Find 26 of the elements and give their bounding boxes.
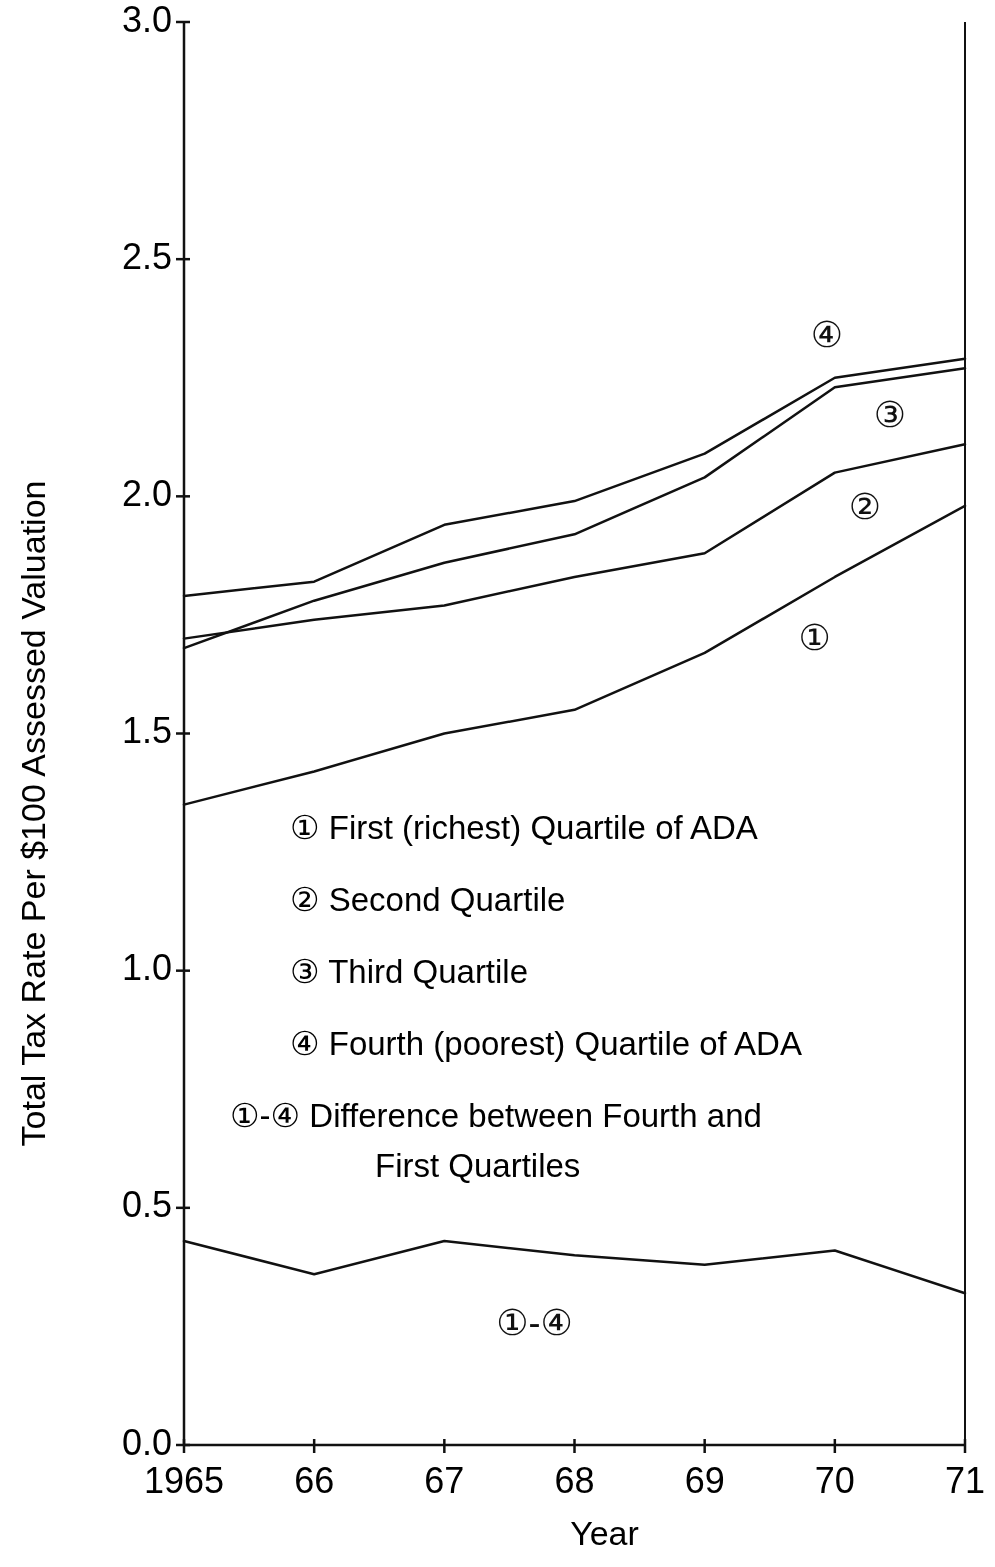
series-label: ④ [810, 314, 843, 356]
annotation: ① First (richest) Quartile of ADA [290, 808, 758, 846]
y-tick-label: 0.5 [121, 1184, 172, 1226]
annotation: ③ Third Quartile [290, 952, 529, 990]
y-tick-label: 3.0 [121, 0, 172, 40]
x-tick-label: 69 [684, 1460, 725, 1501]
x-axis-title: Year [570, 1514, 639, 1552]
y-tick-label: 0.0 [121, 1421, 172, 1463]
annotation: ② Second Quartile [290, 880, 566, 918]
x-tick-label: 66 [294, 1460, 335, 1501]
series-label: ① [798, 617, 831, 659]
y-tick-label: 1.0 [121, 947, 172, 989]
y-axis-title: Total Tax Rate Per $100 Assessed Valuation [14, 480, 52, 1147]
y-tick-label: 2.5 [121, 235, 172, 277]
series-label: ③ [873, 393, 906, 435]
series-label: ② [848, 486, 881, 528]
y-tick-label: 1.5 [121, 710, 172, 752]
x-tick-label: 67 [424, 1460, 465, 1501]
annotation: ④ Fourth (poorest) Quartile of ADA [290, 1024, 802, 1062]
x-tick-label: 68 [554, 1460, 595, 1501]
series-label: ①-④ [496, 1301, 573, 1343]
annotation: ①-④ Difference between Fourth and First Quartiles [230, 1096, 762, 1184]
x-tick-label: 71 [944, 1460, 986, 1501]
y-tick-label: 2.0 [121, 472, 172, 514]
x-tick-label: 70 [814, 1460, 855, 1501]
x-tick-label: 1965 [143, 1460, 225, 1501]
